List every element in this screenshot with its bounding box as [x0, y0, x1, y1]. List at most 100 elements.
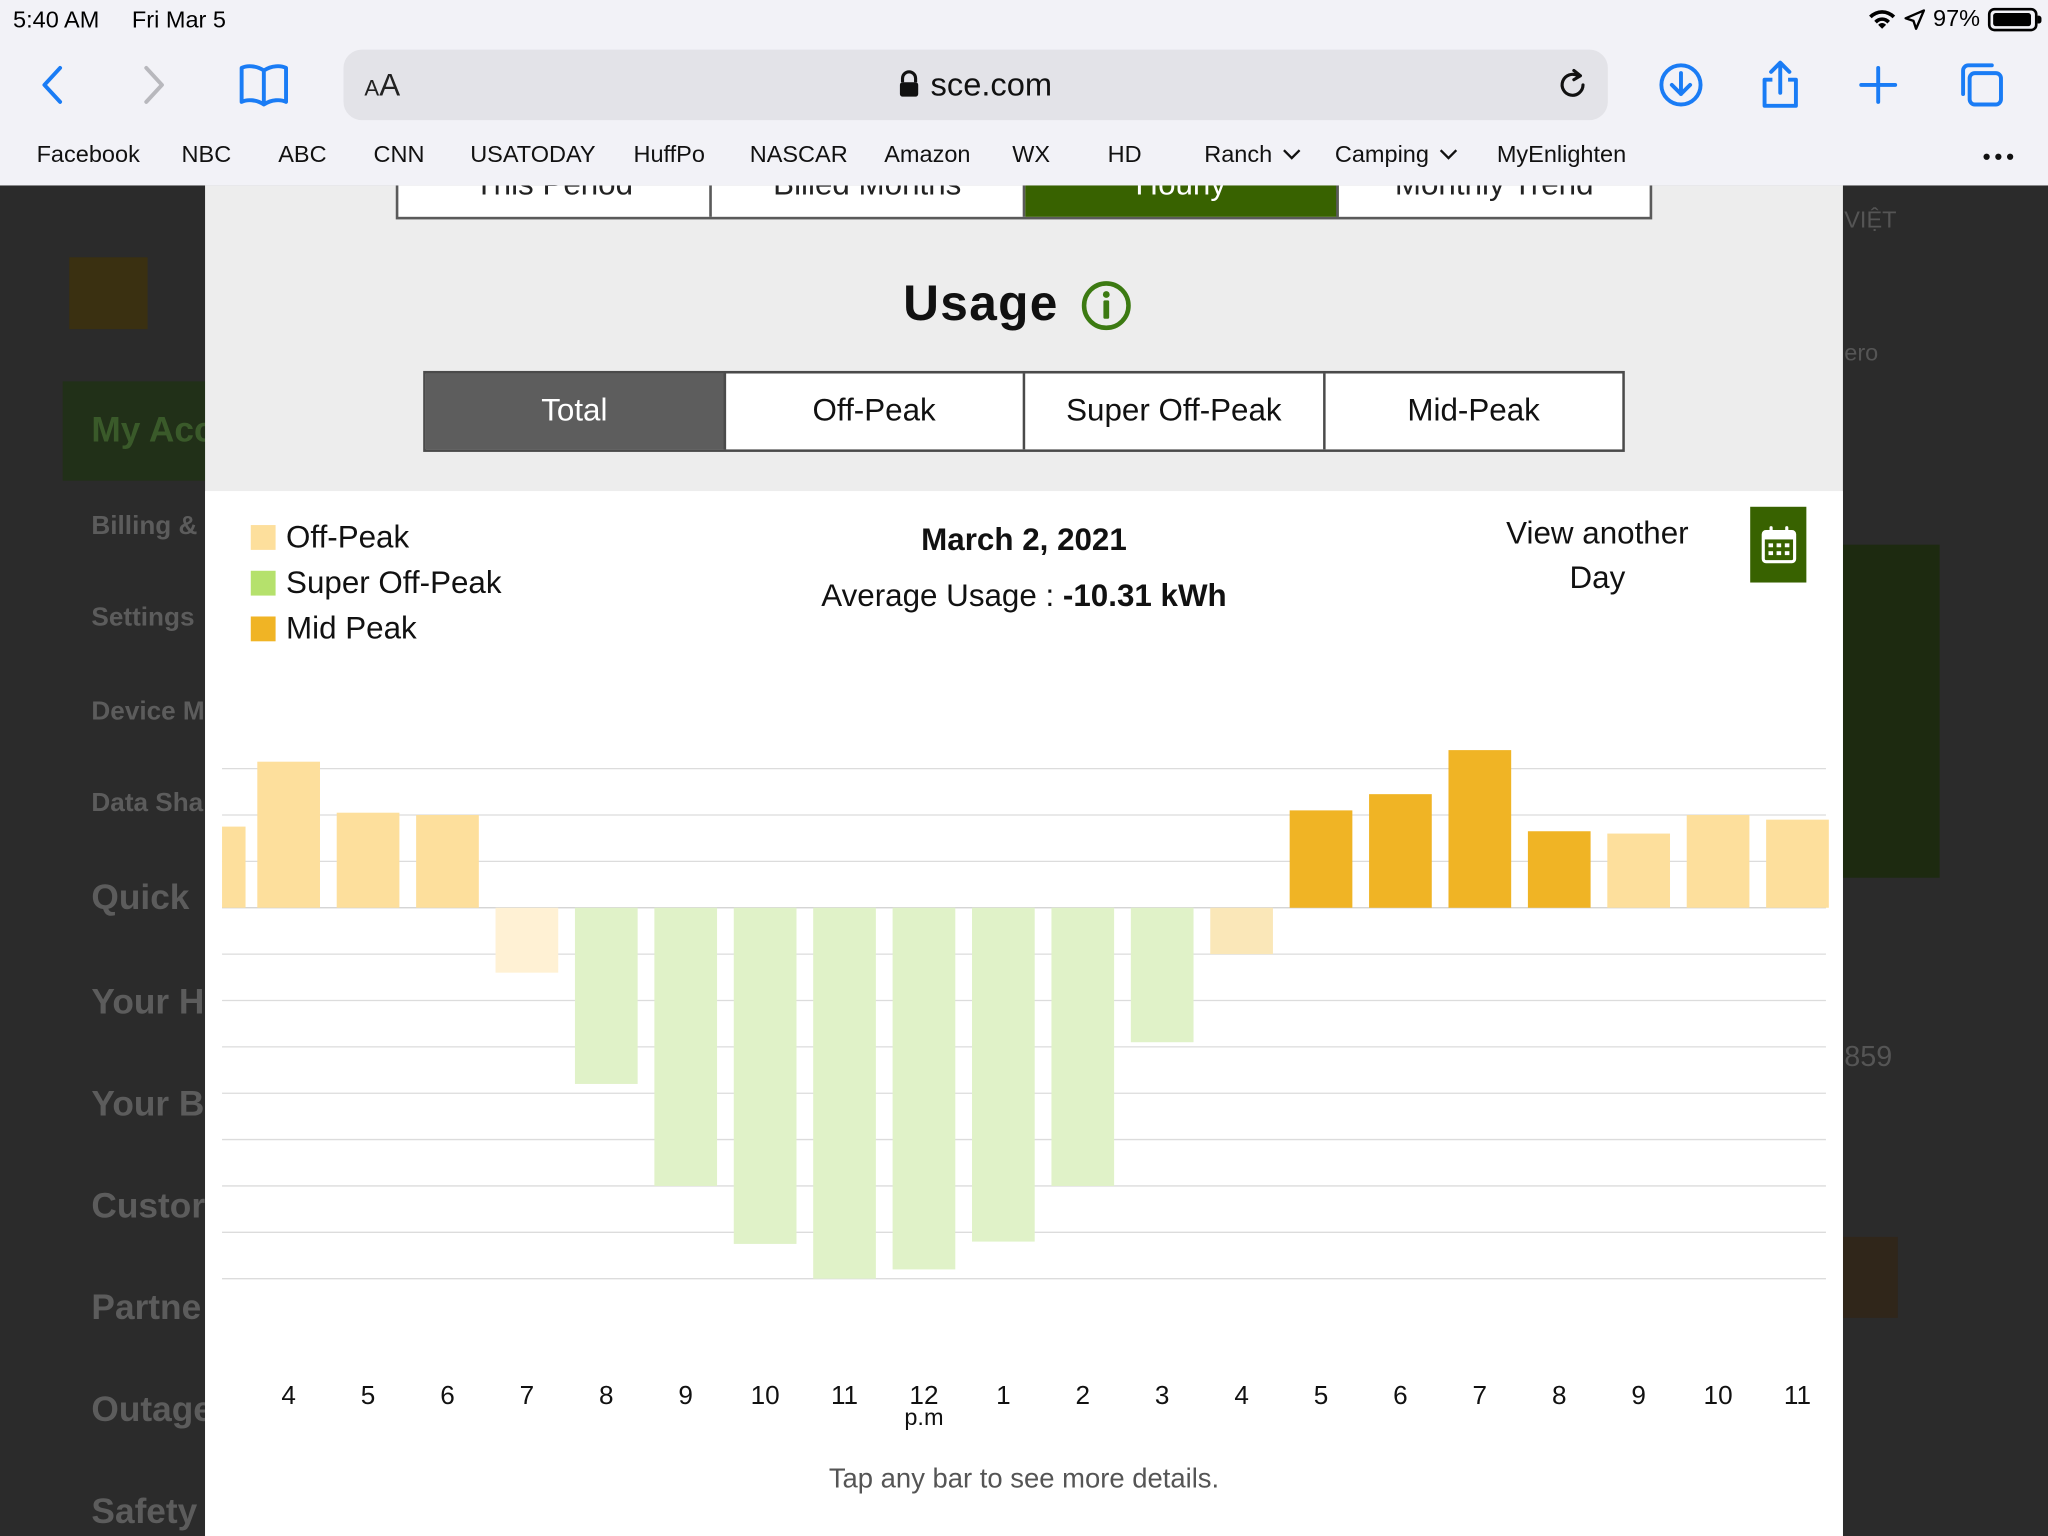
background-menu-item: Custor [91, 1185, 206, 1226]
hourly-usage-chart: 4 5 6 7 8 9 10 11 12 1 2 3 4 5 6 7 8 9 10 11p.m [222, 750, 1829, 1430]
favorite-link[interactable]: WX [1012, 141, 1050, 168]
usage-bar[interactable] [972, 907, 1035, 1242]
legend-swatch [250, 525, 276, 550]
x-tick-label: 9 [1631, 1380, 1646, 1410]
usage-bar[interactable] [1130, 907, 1194, 1043]
favorite-link[interactable]: NASCAR [750, 141, 848, 168]
tab-off-peak[interactable]: Off-Peak [725, 373, 1026, 450]
share-icon[interactable] [1752, 56, 1809, 113]
usage-bar[interactable] [1051, 907, 1115, 1186]
usage-bar[interactable] [733, 907, 797, 1244]
usage-bar[interactable] [574, 907, 638, 1084]
segment-hourly[interactable]: Hourly [1025, 185, 1339, 217]
usage-bar[interactable] [222, 826, 246, 908]
favorite-label: Ranch [1204, 141, 1273, 168]
usage-bar[interactable] [1527, 831, 1591, 908]
usage-bar[interactable] [892, 907, 956, 1270]
usage-heading: Usage [205, 277, 1843, 333]
background-nav-header [62, 381, 233, 481]
reader-button[interactable]: AA [364, 67, 401, 104]
back-icon[interactable] [24, 56, 81, 113]
usage-bar[interactable] [1448, 750, 1512, 908]
x-tick-label: 12 [909, 1380, 938, 1410]
segment-billed-months[interactable]: Billed Months [712, 185, 1026, 217]
favorite-link[interactable]: Amazon [884, 141, 970, 168]
usage-bar[interactable] [654, 907, 718, 1186]
usage-bar[interactable] [495, 907, 559, 973]
background-menu-item: Partne [91, 1287, 202, 1328]
usage-bar[interactable] [336, 812, 400, 908]
favorite-label: USATODAY [470, 141, 596, 168]
reload-icon[interactable] [1556, 67, 1590, 104]
segment-this-period[interactable]: This Period [398, 185, 712, 217]
favorite-link[interactable]: NBC [182, 141, 232, 168]
tab-mid-peak[interactable]: Mid-Peak [1325, 373, 1623, 450]
more-icon[interactable] [1983, 153, 2014, 161]
usage-bar[interactable] [1369, 794, 1432, 908]
usage-bar[interactable] [1289, 810, 1353, 908]
average-usage: Average Usage : -10.31 kWh [205, 579, 1843, 616]
lock-icon [900, 70, 919, 97]
favorite-link[interactable]: HD [1108, 141, 1142, 168]
status-date: Fri Mar 5 [131, 6, 226, 33]
favorite-link[interactable]: ABC [278, 141, 326, 168]
download-icon[interactable] [1652, 56, 1709, 113]
background-fragment: 859 [1844, 1039, 1893, 1073]
usage-bar[interactable] [257, 761, 320, 908]
calendar-button[interactable] [1750, 506, 1807, 583]
favorite-link[interactable]: Facebook [37, 141, 140, 168]
usage-bar[interactable] [813, 907, 876, 1279]
sce-logo [69, 257, 148, 330]
legend-swatch [250, 616, 276, 642]
new-tab-icon[interactable] [1849, 56, 1906, 113]
tab-total[interactable]: Total [425, 373, 726, 450]
address-bar[interactable]: AA sce.com [343, 49, 1608, 121]
favorite-label: NBC [181, 141, 232, 168]
favorite-label: Facebook [36, 141, 140, 168]
favorite-link[interactable]: HuffPo [633, 141, 704, 168]
x-tick-label: 7 [520, 1380, 535, 1410]
background-right-box [1842, 1236, 1898, 1318]
background-menu-item: Outage [91, 1389, 213, 1429]
usage-tier-tabs: Total Off-Peak Super Off-Peak Mid-Peak [423, 370, 1625, 452]
usage-bar[interactable] [1766, 819, 1829, 908]
favorite-label: CNN [373, 141, 425, 168]
chevron-down-icon [1439, 149, 1458, 160]
usage-bar[interactable] [416, 815, 479, 908]
usage-title: Usage [903, 276, 1059, 332]
bookmarks-icon[interactable] [235, 56, 292, 113]
favorite-link[interactable]: MyEnlighten [1497, 141, 1626, 168]
background-menu-item: Billing & [91, 511, 198, 541]
location-icon [1904, 8, 1926, 30]
tab-super-off-peak[interactable]: Super Off-Peak [1025, 373, 1326, 450]
x-tick-label: 10 [751, 1380, 780, 1410]
usage-bar[interactable] [1210, 907, 1273, 955]
selected-date: March 2, 2021 [921, 522, 1127, 558]
average-usage-label: Average Usage : [821, 578, 1063, 614]
tap-hint: Tap any bar to see more details. [828, 1464, 1220, 1495]
x-tick-label: 11 [831, 1380, 858, 1410]
tabs-icon[interactable] [1953, 56, 2010, 113]
favorite-link[interactable]: CNN [374, 141, 425, 168]
legend-label: Super Off-Peak [286, 564, 502, 601]
chevron-down-icon [1283, 149, 1301, 160]
background-right-block [1842, 544, 1940, 878]
x-tick-label: 7 [1473, 1380, 1488, 1410]
segment-monthly-trend[interactable]: Monthly Trend [1339, 185, 1650, 216]
info-icon[interactable] [1080, 280, 1132, 332]
forward-icon[interactable] [125, 56, 182, 113]
favorite-link[interactable]: USATODAY [470, 141, 595, 168]
x-tick-label: 6 [440, 1380, 455, 1410]
favorite-folder[interactable]: Camping [1335, 141, 1458, 168]
legend-item-mid-peak: Mid Peak [250, 606, 502, 652]
favorite-label: WX [1012, 141, 1051, 168]
url-text: sce.com [344, 67, 1608, 105]
background-menu-item: My Acc [91, 410, 214, 450]
favorite-label: HuffPo [633, 141, 705, 168]
wifi-icon [1869, 9, 1896, 29]
view-another-day-label[interactable]: View another Day [1506, 515, 1689, 596]
usage-bar[interactable] [1607, 833, 1671, 908]
favorite-folder[interactable]: Ranch [1204, 141, 1301, 168]
usage-bar[interactable] [1686, 815, 1750, 908]
